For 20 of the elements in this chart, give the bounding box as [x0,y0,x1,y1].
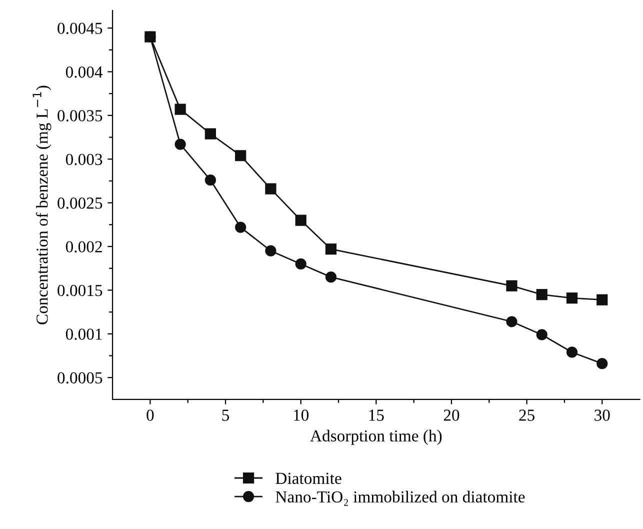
y-axis-title: Concentration of benzene (mg L$^{−1}$) [32,86,52,324]
x-tick-label: 0 [146,410,154,421]
x-tick-label: 15 [369,410,384,421]
y-tick-label: 0.0015 [58,284,102,296]
legend-label: Nano-TiO₂ immobilized on diatomite [276,490,525,506]
legend-label: Diatomite [276,472,342,484]
x-axis-title: Adsorption time (h) [310,430,442,445]
x-tick-label: 20 [444,410,460,421]
y-tick-label: 0.0005 [58,372,102,384]
x-tick-label: 25 [519,410,534,421]
x-tick-label: 10 [294,410,309,421]
x-tick-label: 5 [222,410,230,421]
y-tick-label: 0.0035 [58,110,102,122]
y-tick-label: 0.001 [66,328,102,340]
x-tick-label: 30 [594,410,610,421]
y-tick-label: 0.004 [66,66,103,78]
y-tick-label: 0.0045 [58,22,102,34]
y-tick-label: 0.003 [66,154,102,166]
y-tick-label: 0.002 [66,241,102,253]
y-tick-label: 0.0025 [58,198,102,209]
